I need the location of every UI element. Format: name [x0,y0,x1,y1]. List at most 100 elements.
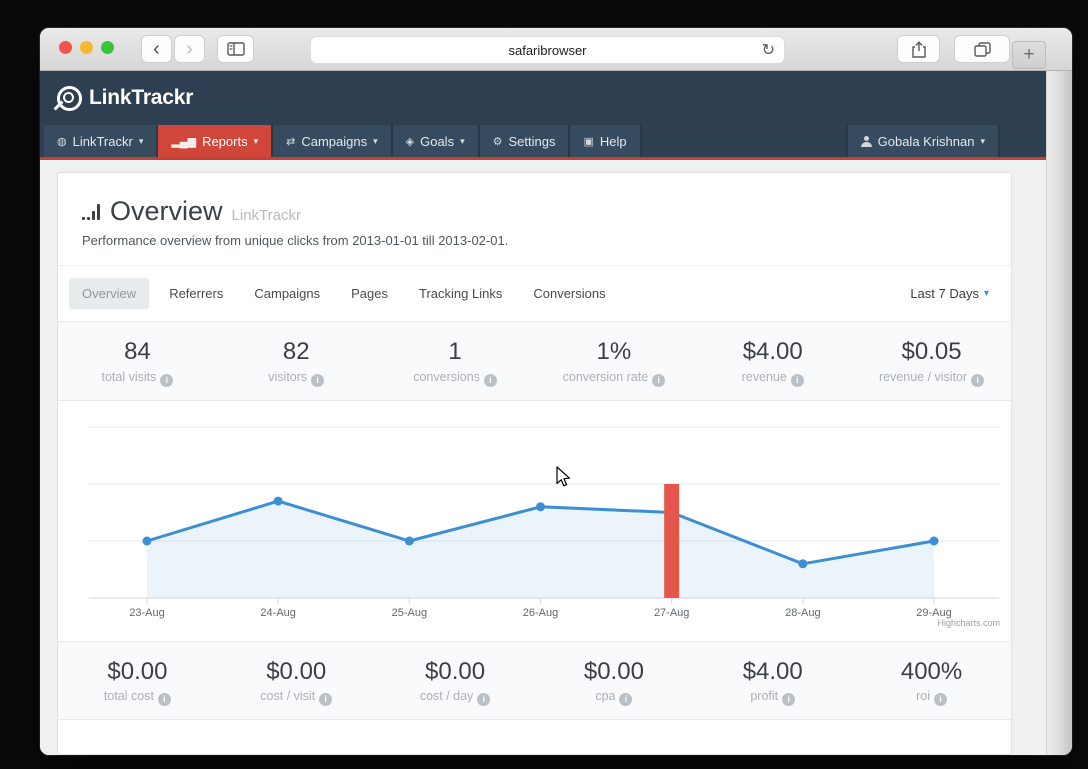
overview-card: Overview LinkTrackr Performance overview… [57,172,1012,755]
browser-window: ‹ › safaribrowser ↻ + LinkTrackr ◍ Lin [40,28,1072,755]
stat-total-visits: 84 total visits [58,322,217,400]
stat-value: 1 [448,338,462,365]
tab-referrers[interactable]: Referrers [169,286,224,301]
wrench-icon: ⚙ [492,135,503,148]
tabs-icon [973,41,991,57]
nav-label: Help [599,133,627,149]
stat-value: 82 [282,338,310,365]
stat-conversion-rate: 1% conversion rate [534,322,693,400]
svg-text:29-Aug: 29-Aug [916,607,951,619]
svg-text:24-Aug: 24-Aug [260,607,295,619]
info-icon[interactable] [934,693,947,707]
sidebar-toggle-button[interactable] [217,35,254,63]
shuffle-icon: ⇄ [286,135,296,148]
card-header: Overview LinkTrackr Performance overview… [58,173,1011,266]
chevron-down-icon: ▾ [138,135,144,146]
tab-overview-button[interactable] [954,35,1010,63]
info-icon[interactable] [619,693,633,707]
info-icon[interactable] [790,373,804,387]
chevron-down-icon: ▾ [983,288,989,299]
nav-label: Settings [508,133,556,149]
svg-text:25-Aug: 25-Aug [392,607,427,619]
tab-campaigns[interactable]: Campaigns [254,286,321,301]
stat-label: cost / visit [217,689,376,707]
stat-label: cpa [534,689,693,707]
stat-value: $0.00 [425,657,486,685]
tab-pages[interactable]: Pages [351,286,389,301]
info-icon[interactable] [652,373,666,387]
stat-roi: 400% roi [852,642,1011,720]
address-bar[interactable]: safaribrowser ↻ [310,36,785,64]
forward-icon: › [186,37,193,60]
svg-text:26-Aug: 26-Aug [523,607,558,619]
stat-value: $0.00 [107,657,168,685]
page-title: Overview [110,196,223,226]
date-range-label: Last 7 Days [910,286,979,301]
new-tab-button[interactable]: + [1012,41,1046,69]
svg-text:28-Aug: 28-Aug [785,607,820,619]
stat-revenue: $4.00 revenue [693,322,852,400]
stat-value: $4.00 [742,338,803,365]
stat-cost-per-visit: $0.00 cost / visit [217,642,376,720]
visits-chart[interactable]: 23-Aug 24-Aug 25-Aug 26-Aug 27-Aug 28-Aug 29-A… [58,400,1011,641]
url-text: safaribrowser [508,42,587,58]
back-button[interactable]: ‹ [141,35,172,63]
info-icon[interactable] [971,373,985,387]
nav-item-help[interactable]: ▣ Help [570,125,642,157]
info-icon[interactable] [319,693,333,707]
stat-value: $0.00 [266,657,327,685]
report-bars-icon [82,203,100,220]
stat-value: 1% [596,338,632,365]
stats-row-bottom: $0.00 total cost $0.00 cost / visit $0.0… [58,640,1011,721]
stat-label: conversion rate [534,370,693,387]
zoom-window-button[interactable] [101,41,114,54]
chevron-down-icon: ▾ [980,135,985,146]
chart-plot-area: 23-Aug 24-Aug 25-Aug 26-Aug 27-Aug 28-Aug 29-A… [89,426,999,619]
info-icon[interactable] [157,693,171,707]
brand-name[interactable]: LinkTrackr [89,86,194,109]
stat-label: profit [693,689,852,707]
tab-tracking-links[interactable]: Tracking Links [419,286,503,301]
highcharts-credits-link[interactable]: Highcharts.com [937,617,1000,628]
nav-item-settings[interactable]: ⚙ Settings [479,125,571,157]
info-icon[interactable] [311,373,325,387]
tab-overview[interactable]: Overview [69,278,150,309]
stat-value: $0.00 [583,657,644,685]
help-icon: ▣ [583,135,594,148]
nav-item-campaigns[interactable]: ⇄ Campaigns ▾ [273,125,393,157]
info-icon[interactable] [160,373,174,387]
stat-label: total visits [58,370,217,387]
stat-revenue-per-visitor: $0.05 revenue / visitor [852,322,1011,400]
window-right-gutter [1046,71,1072,755]
stat-conversions: 1 conversions [376,322,535,400]
page-title-suffix: LinkTrackr [231,207,301,224]
close-window-button[interactable] [59,41,72,54]
stat-label: roi [852,689,1011,707]
nav-label: Goals [420,133,455,149]
date-range-selector[interactable]: Last 7 Days ▾ [910,286,989,301]
info-icon[interactable] [483,373,497,387]
linktrackr-logo-icon [57,85,82,111]
chevron-down-icon: ▾ [460,135,465,146]
tab-conversions[interactable]: Conversions [533,286,606,301]
stat-label: revenue [693,370,852,387]
globe-icon: ◍ [57,135,67,148]
forward-button[interactable]: › [174,35,205,63]
info-icon[interactable] [782,693,796,707]
user-icon [860,135,872,147]
reload-icon[interactable]: ↻ [761,42,775,59]
user-menu[interactable]: Gobala Krishnan ▾ [845,125,1000,157]
sidebar-icon [226,42,245,56]
nav-item-linktrackr[interactable]: ◍ LinkTrackr ▾ [44,125,159,157]
page-viewport: LinkTrackr ◍ LinkTrackr ▾ ▂▄▆ Reports ▾ … [40,71,1046,755]
stat-value: $4.00 [742,657,803,685]
stat-value: $0.05 [901,338,962,365]
back-icon: ‹ [153,37,160,60]
report-tabs: Overview Referrers Campaigns Pages Track… [58,266,1011,321]
info-icon[interactable] [477,693,491,707]
nav-item-goals[interactable]: ◈ Goals ▾ [392,125,480,157]
nav-item-reports[interactable]: ▂▄▆ Reports ▾ [158,125,274,157]
share-button[interactable] [897,35,940,63]
stat-cpa: $0.00 cpa [534,642,693,720]
minimize-window-button[interactable] [80,41,93,54]
